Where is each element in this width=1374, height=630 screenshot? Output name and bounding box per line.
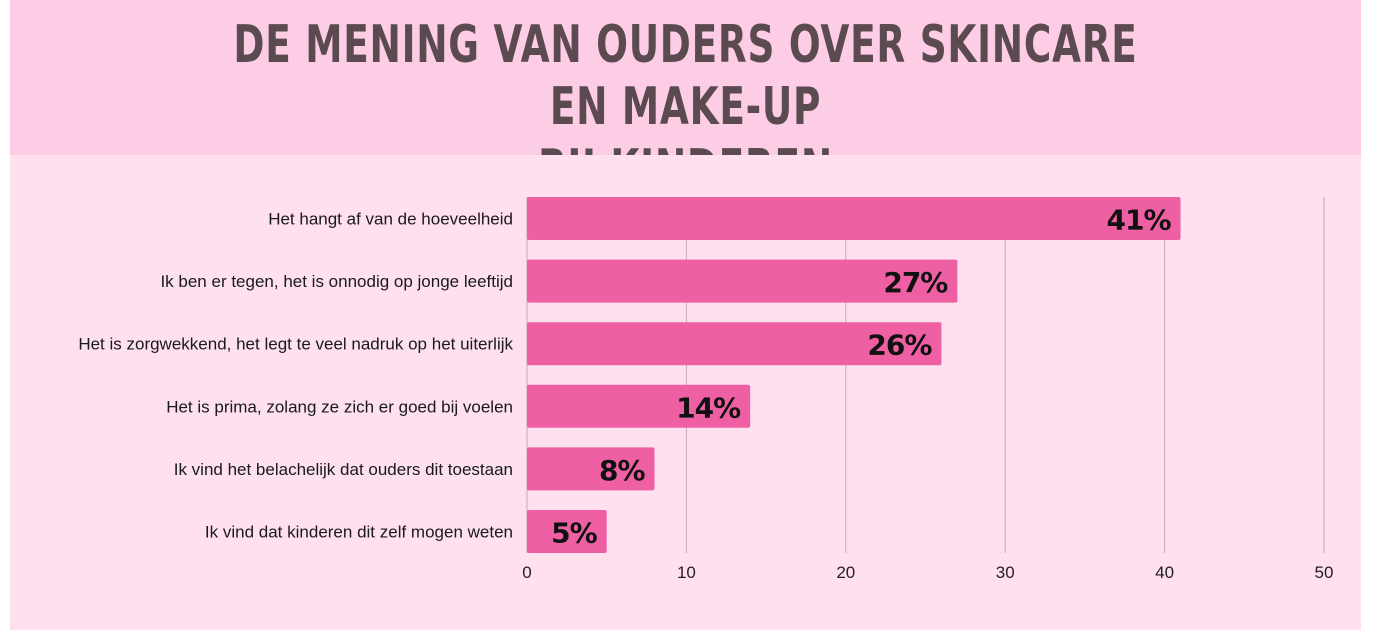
x-tick-label: 50 bbox=[1315, 563, 1334, 582]
title-band: DE MENING VAN OUDERS OVER SKINCARE EN MA… bbox=[10, 0, 1361, 199]
data-label: 14% bbox=[676, 391, 741, 424]
data-label: 5% bbox=[551, 517, 597, 550]
data-label: 41% bbox=[1107, 204, 1172, 237]
data-label: 26% bbox=[867, 329, 932, 362]
chart-title-line-1: DE MENING VAN OUDERS OVER SKINCARE EN MA… bbox=[233, 15, 1138, 137]
bar bbox=[527, 384, 751, 428]
category-label: Het is prima, zolang ze zich er goed bij… bbox=[166, 397, 513, 416]
x-tick-label: 0 bbox=[522, 563, 531, 582]
category-label: Ik vind dat kinderen dit zelf mogen wete… bbox=[205, 523, 513, 542]
bar bbox=[527, 197, 1181, 240]
bar bbox=[527, 510, 607, 553]
category-label: Het hangt af van de hoeveelheid bbox=[268, 210, 513, 229]
x-tick-label: 20 bbox=[836, 563, 855, 582]
category-label: Ik ben er tegen, het is onnodig op jonge… bbox=[160, 272, 513, 291]
category-label: Het is zorgwekkend, het legt te veel nad… bbox=[78, 335, 513, 354]
category-label: Ik vind het belachelijk dat ouders dit t… bbox=[174, 460, 513, 479]
bar bbox=[527, 322, 942, 366]
x-tick-label: 40 bbox=[1155, 563, 1174, 582]
data-label: 27% bbox=[883, 266, 948, 299]
x-tick-label: 30 bbox=[996, 563, 1015, 582]
data-label: 8% bbox=[599, 454, 645, 487]
x-tick-label: 10 bbox=[677, 563, 696, 582]
bar bbox=[527, 259, 958, 303]
bar bbox=[527, 447, 655, 491]
